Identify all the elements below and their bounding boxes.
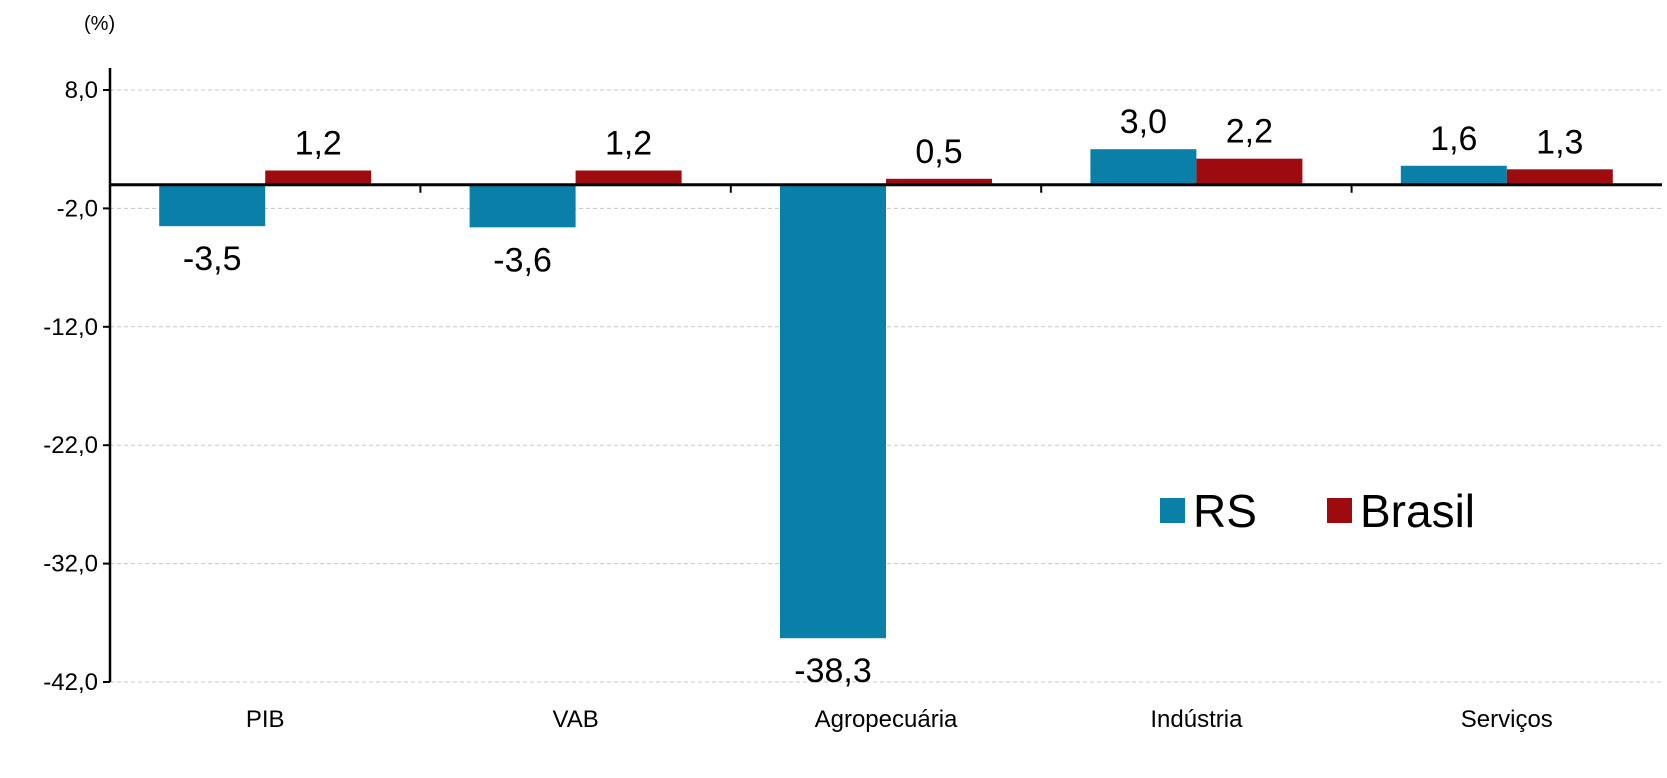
y-tick-label: -32,0 bbox=[43, 551, 98, 578]
data-label: -3,6 bbox=[493, 241, 552, 279]
y-tick-label: -42,0 bbox=[43, 669, 98, 696]
data-label: -3,5 bbox=[183, 240, 242, 278]
data-label: 3,0 bbox=[1120, 103, 1167, 141]
bar-rs-1 bbox=[469, 184, 576, 228]
y-unit-label: (%) bbox=[84, 13, 115, 35]
bar-brasil-2 bbox=[886, 178, 992, 185]
legend: RS Brasil bbox=[1160, 485, 1475, 537]
bar-brasil-4 bbox=[1506, 169, 1613, 185]
legend-label-rs: RS bbox=[1193, 485, 1257, 537]
y-tick-label: -2,0 bbox=[57, 195, 98, 222]
data-label: 0,5 bbox=[915, 133, 962, 171]
legend-swatch-rs bbox=[1160, 498, 1185, 523]
x-category-label: Agropecuária bbox=[815, 706, 958, 733]
data-label: 1,2 bbox=[605, 125, 652, 163]
x-category-label: Serviços bbox=[1461, 706, 1553, 733]
bar-rs-3 bbox=[1090, 149, 1197, 185]
bar-rs-2 bbox=[780, 184, 886, 639]
data-label: -38,3 bbox=[794, 652, 872, 690]
x-category-label: PIB bbox=[246, 706, 285, 733]
legend-swatch-brasil bbox=[1327, 498, 1352, 523]
data-label: 2,2 bbox=[1226, 113, 1273, 151]
x-category-label: Indústria bbox=[1150, 706, 1243, 733]
bar-rs-0 bbox=[159, 184, 266, 227]
x-category-label: VAB bbox=[552, 706, 598, 733]
legend-label-brasil: Brasil bbox=[1360, 485, 1475, 537]
bar-brasil-1 bbox=[575, 170, 682, 185]
data-label: 1,3 bbox=[1536, 123, 1583, 161]
bars bbox=[159, 149, 1613, 639]
y-tick-label: -22,0 bbox=[43, 432, 98, 459]
bar-brasil-3 bbox=[1196, 158, 1303, 185]
bar-brasil-0 bbox=[265, 170, 372, 185]
bar-rs-4 bbox=[1400, 165, 1507, 185]
data-label: 1,6 bbox=[1430, 120, 1477, 158]
data-label: 1,2 bbox=[295, 125, 342, 163]
y-tick-label: -12,0 bbox=[43, 314, 98, 341]
y-tick-label: 8,0 bbox=[65, 77, 98, 104]
labels: 8,0 -2,0 -12,0 -22,0 -32,0 -42,0 -3,5 -3,6 -38,3… bbox=[43, 77, 1583, 733]
axes bbox=[103, 68, 1662, 683]
